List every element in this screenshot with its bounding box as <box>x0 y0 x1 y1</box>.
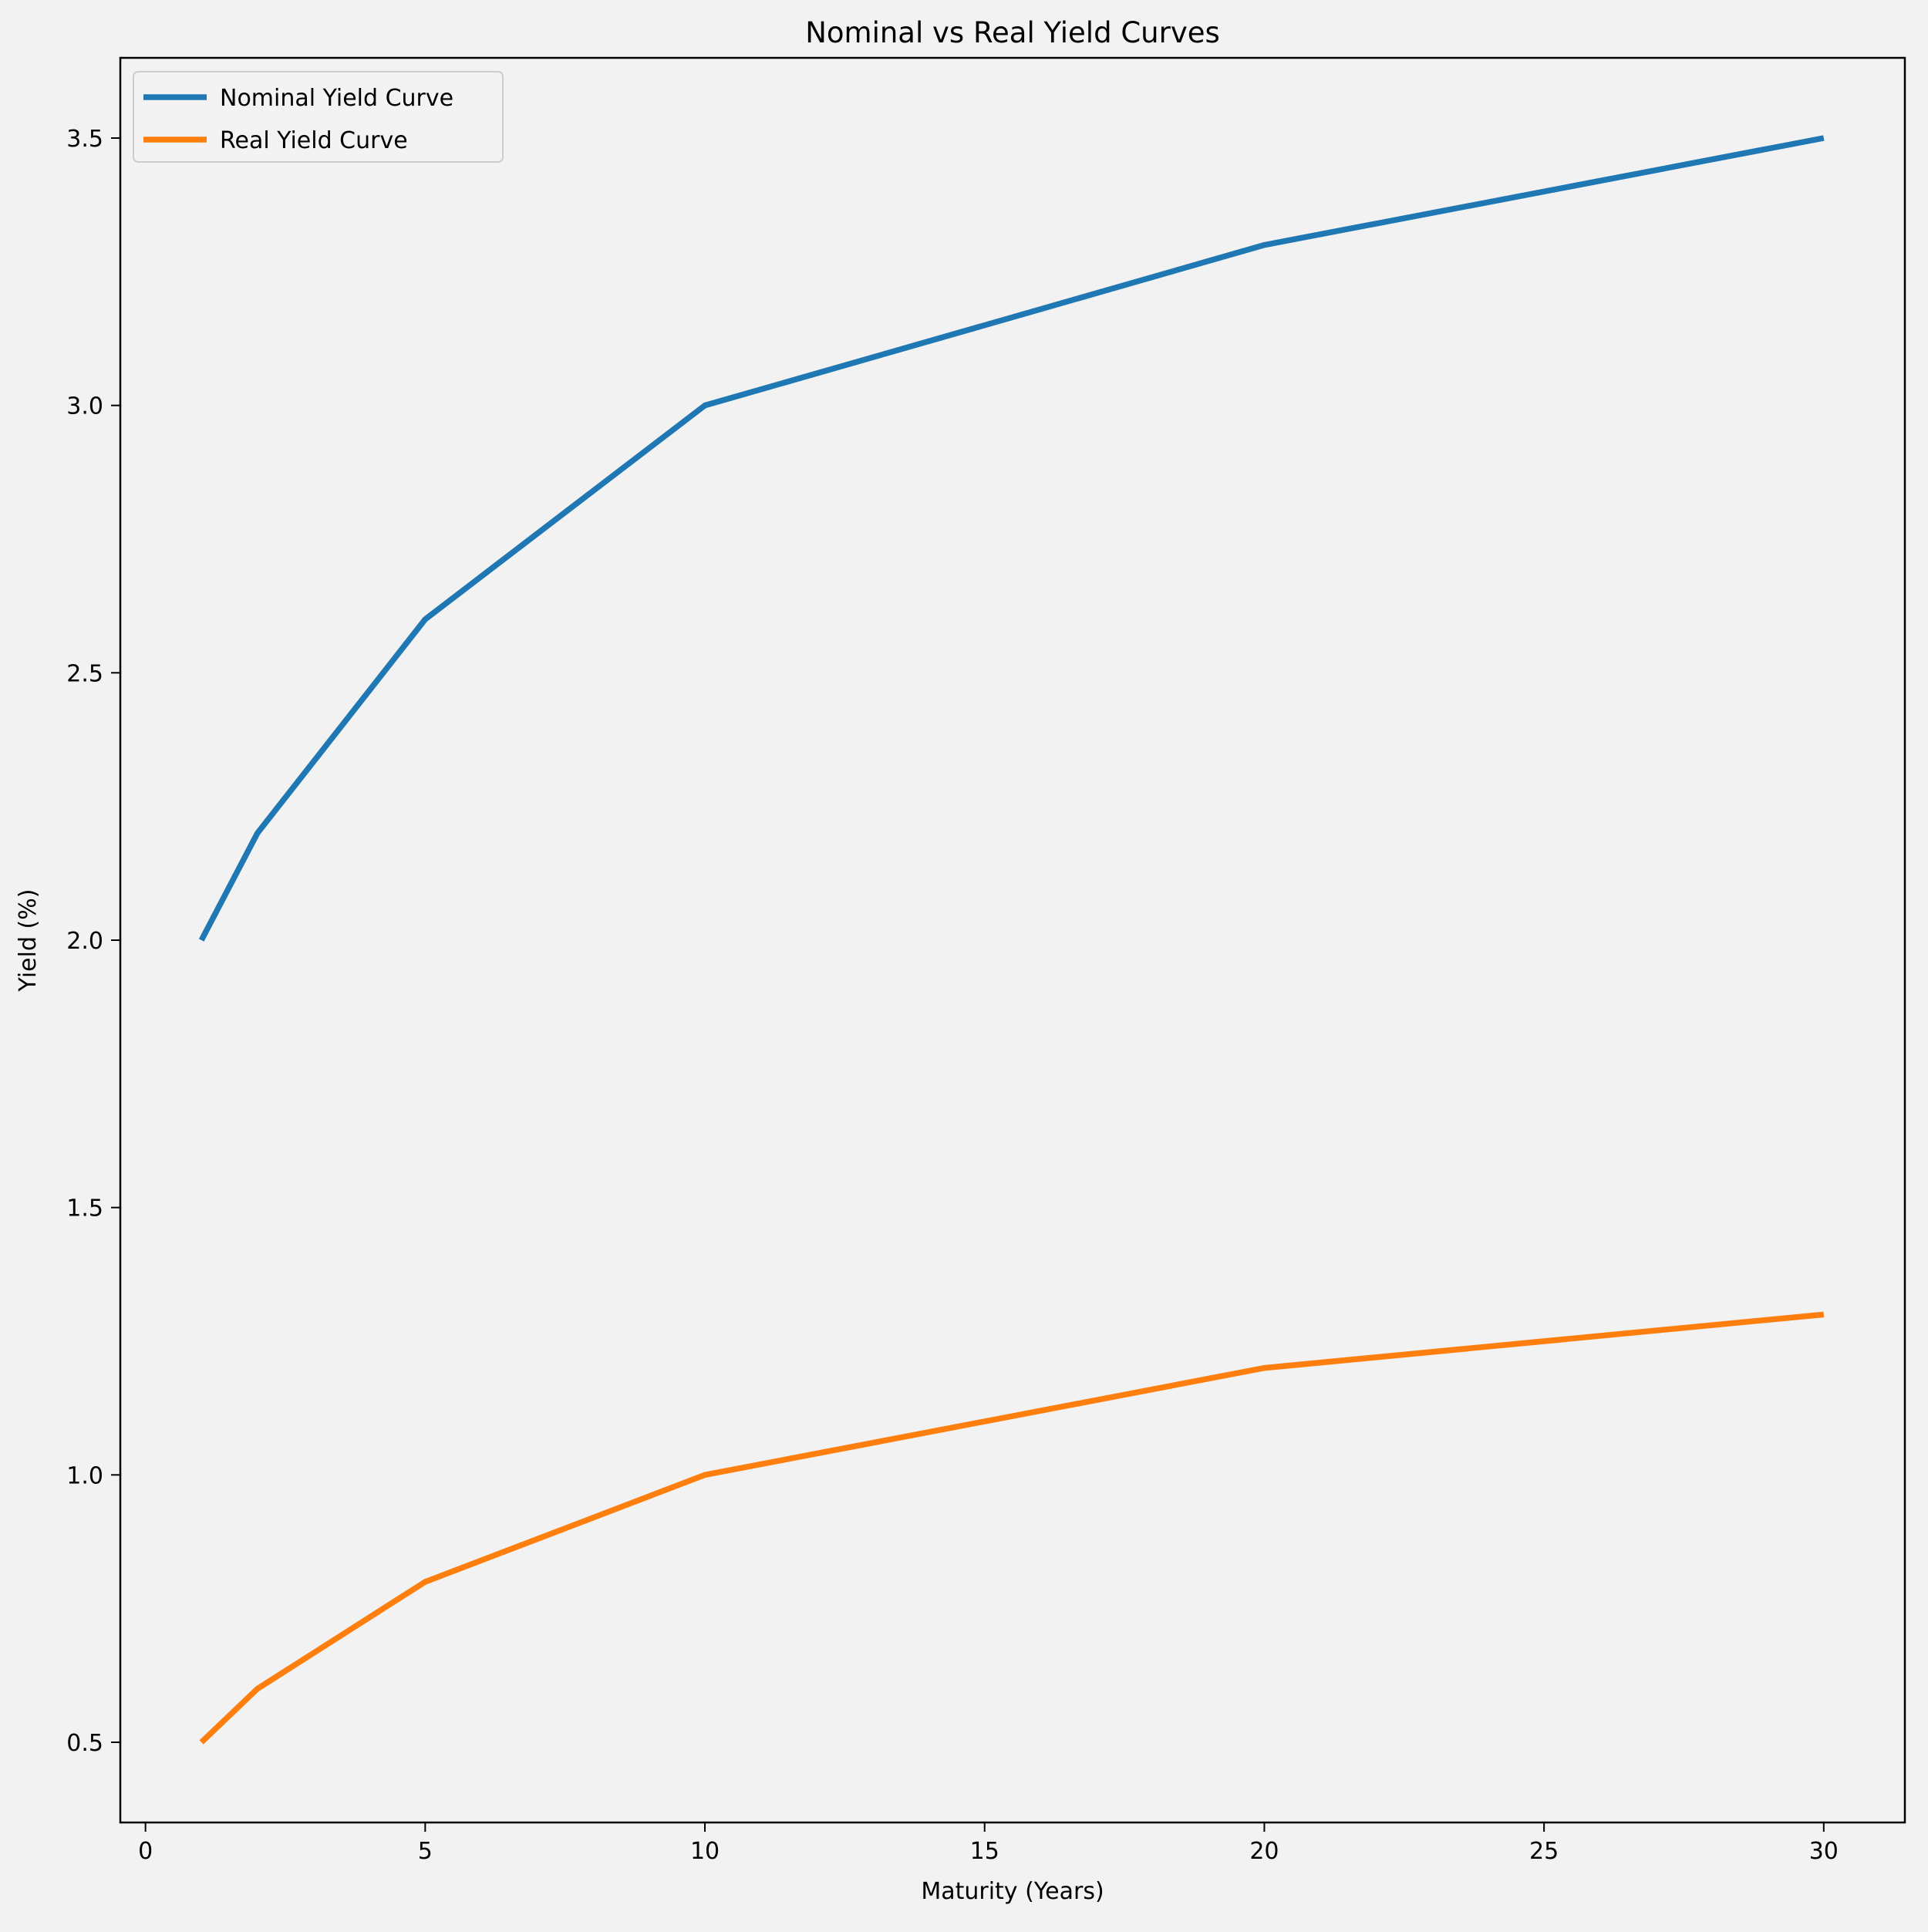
chart-title: Nominal vs Real Yield Curves <box>805 16 1220 49</box>
x-tick-label: 5 <box>418 1838 433 1865</box>
x-tick-label: 25 <box>1529 1838 1559 1865</box>
plot-area <box>120 58 1905 1822</box>
legend: Nominal Yield Curve Real Yield Curve <box>133 72 503 162</box>
x-tick-label: 0 <box>138 1838 153 1865</box>
x-tick-label: 30 <box>1809 1838 1839 1865</box>
y-axis-label: Yield (%) <box>15 889 42 993</box>
x-tick-label: 20 <box>1249 1838 1279 1865</box>
y-tick-label: 2.0 <box>66 928 103 955</box>
y-tick-label: 3.0 <box>66 393 103 420</box>
y-tick-label: 3.5 <box>66 126 103 153</box>
legend-label-1: Nominal Yield Curve <box>220 85 453 112</box>
x-tick-label: 10 <box>690 1838 720 1865</box>
x-axis-label: Maturity (Years) <box>921 1878 1104 1905</box>
y-tick-label: 1.0 <box>66 1462 103 1489</box>
y-tick-label: 0.5 <box>66 1730 103 1757</box>
legend-label-2: Real Yield Curve <box>220 127 408 154</box>
y-tick-label: 1.5 <box>66 1195 103 1222</box>
x-tick-label: 15 <box>970 1838 999 1865</box>
y-tick-label: 2.5 <box>66 660 103 687</box>
